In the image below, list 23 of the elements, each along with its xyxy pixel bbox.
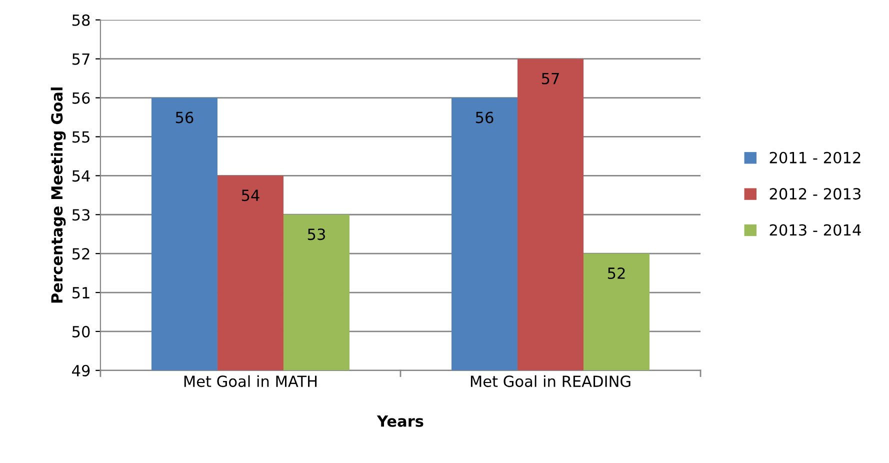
legend-label: 2012 - 2013	[770, 188, 860, 200]
y-tick-label: 52	[72, 248, 90, 260]
y-tick-label: 58	[72, 14, 90, 26]
data-label: 56	[176, 112, 194, 124]
data-label: 53	[308, 228, 325, 240]
y-tick-label: 57	[72, 54, 90, 65]
y-tick-label: 49	[72, 364, 90, 376]
data-label: 57	[542, 72, 559, 84]
legend-label: 2013 - 2014	[770, 224, 861, 236]
y-tick-label: 51	[72, 287, 90, 299]
x-tick-label: Met Goal in MATH	[184, 375, 317, 388]
y-tick-label: 53	[72, 209, 90, 221]
data-label: 52	[608, 267, 625, 280]
x-axis-title: Years	[376, 416, 424, 427]
y-tick-label: 50	[72, 326, 90, 338]
data-label: 54	[242, 190, 260, 202]
legend-label: 2011 - 2012	[770, 152, 860, 164]
y-tick-label: 56	[72, 92, 90, 104]
y-tick-label: 54	[72, 170, 90, 182]
data-label: 56	[476, 112, 494, 124]
x-tick-label: Met Goal in READING	[470, 375, 630, 388]
y-tick-label: 55	[72, 131, 90, 143]
y-axis-title: Percentage Meeting Goal	[50, 88, 66, 303]
